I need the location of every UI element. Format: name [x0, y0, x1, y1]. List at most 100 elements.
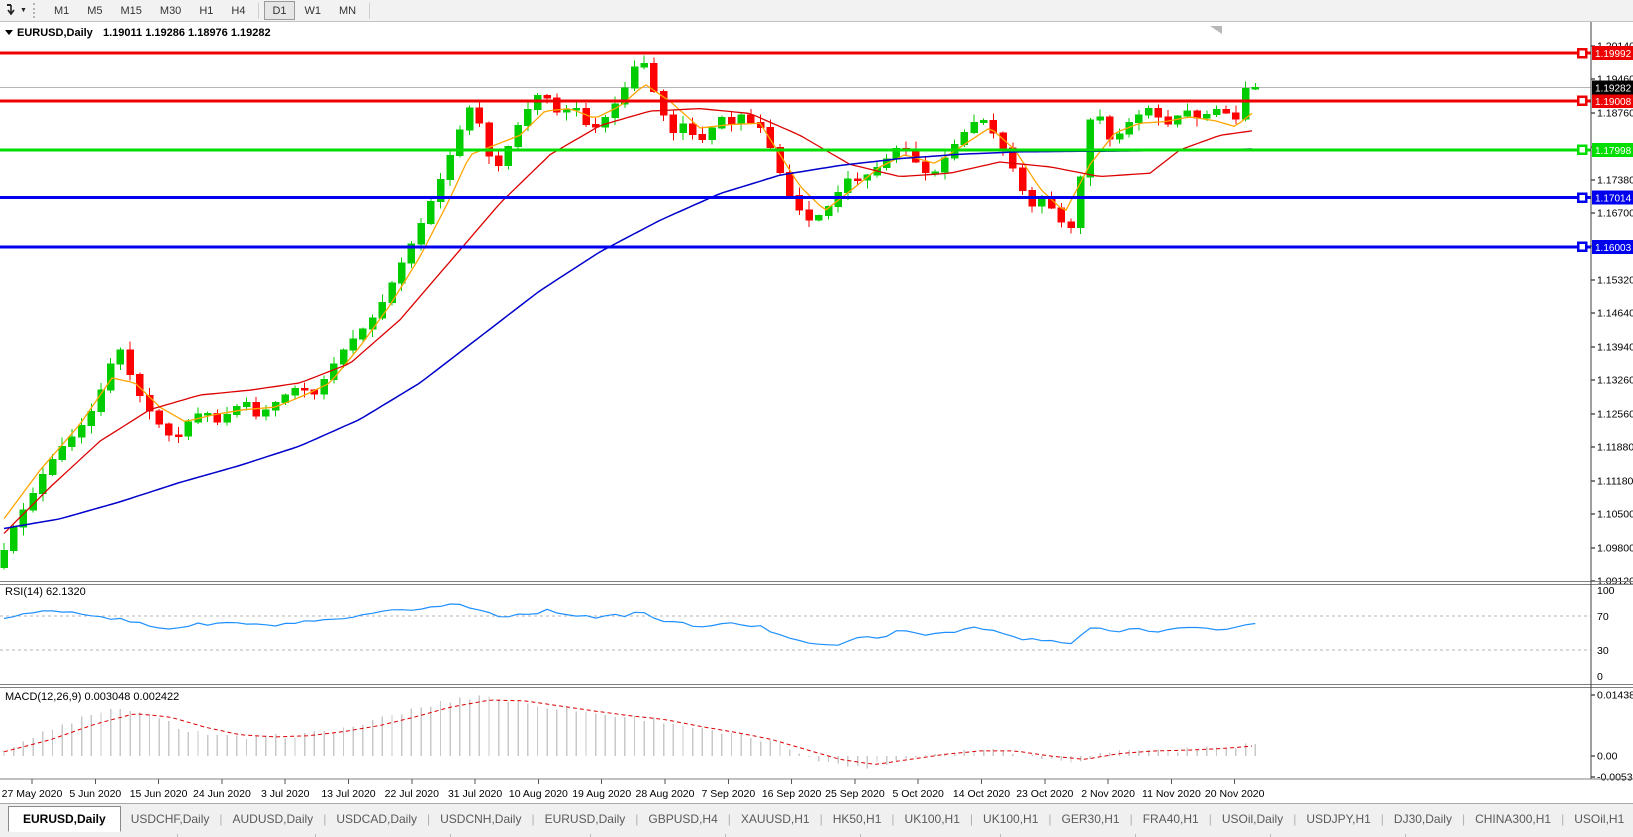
candle[interactable] — [126, 341, 134, 381]
candle[interactable] — [1144, 105, 1153, 119]
candle[interactable] — [621, 81, 629, 109]
candle[interactable] — [465, 105, 474, 135]
chart-tab-usoil-h1[interactable]: USOil,H1 — [1574, 812, 1625, 826]
timeframe-button-h1[interactable]: H1 — [199, 4, 214, 17]
candle[interactable] — [708, 127, 716, 145]
level-anchor[interactable] — [1576, 47, 1588, 59]
timeframe-button-m15[interactable]: M15 — [120, 4, 142, 17]
candle[interactable] — [1018, 163, 1027, 196]
chart-tab-usdchf-daily[interactable]: USDCHF,Daily — [130, 812, 210, 826]
candle[interactable] — [1212, 105, 1221, 117]
candle[interactable] — [349, 330, 357, 354]
toolbar-grip[interactable] — [32, 3, 40, 18]
chart-cursor-caret-icon[interactable]: ▼ — [20, 6, 27, 14]
candle[interactable] — [97, 383, 105, 416]
candle[interactable] — [339, 348, 348, 368]
chart-tab-usdcnh-daily[interactable]: USDCNH,Daily — [440, 812, 522, 826]
candle[interactable] — [494, 151, 503, 172]
candle[interactable] — [805, 201, 813, 227]
candle[interactable] — [242, 397, 251, 411]
collapse-indicator-icon[interactable] — [5, 30, 13, 35]
candle[interactable] — [475, 102, 484, 127]
chart-tab-ger30-h1[interactable]: GER30,H1 — [1061, 812, 1120, 826]
timeframe-button-h4[interactable]: H4 — [231, 4, 246, 17]
candle[interactable] — [485, 121, 493, 165]
candle[interactable] — [39, 467, 47, 502]
candle[interactable] — [718, 115, 726, 130]
candle[interactable] — [815, 214, 823, 222]
candle[interactable] — [19, 502, 28, 536]
candle[interactable] — [1096, 109, 1104, 125]
timeframe-button-m1[interactable]: M1 — [53, 4, 70, 17]
level-anchor[interactable] — [1576, 95, 1588, 107]
timeframe-button-d1[interactable]: D1 — [264, 1, 295, 20]
candle[interactable] — [106, 357, 115, 394]
chart-tab-dj30-daily[interactable]: DJ30,Daily — [1393, 812, 1452, 826]
candle[interactable] — [853, 172, 862, 185]
chart-tab-eurusd-daily[interactable]: EURUSD,Daily — [8, 806, 121, 832]
candle[interactable] — [630, 60, 639, 91]
candle[interactable] — [446, 149, 454, 186]
candle[interactable] — [359, 327, 367, 343]
candle[interactable] — [650, 57, 658, 94]
chart-tab-fra40-h1[interactable]: FRA40,H1 — [1142, 812, 1199, 826]
candle[interactable] — [58, 437, 66, 463]
candle[interactable] — [1222, 105, 1230, 115]
candle[interactable] — [9, 525, 18, 554]
candle[interactable] — [184, 419, 193, 440]
candle[interactable] — [766, 119, 775, 149]
candle[interactable] — [174, 426, 183, 443]
chart-tab-audusd-daily[interactable]: AUDUSD,Daily — [232, 812, 314, 826]
chart-tab-eurusd-daily[interactable]: EURUSD,Daily — [544, 812, 626, 826]
chart-cursor-icon[interactable] — [4, 3, 20, 19]
timeframe-button-w1[interactable]: W1 — [304, 4, 322, 17]
candle[interactable] — [553, 93, 561, 116]
chart-tab-uk100-h1[interactable]: UK100,H1 — [983, 812, 1039, 826]
candle[interactable] — [1232, 105, 1240, 124]
chart-tab-usdcad-daily[interactable]: USDCAD,Daily — [336, 812, 417, 826]
candle[interactable] — [320, 375, 328, 400]
level-anchor[interactable] — [1576, 144, 1588, 156]
candle[interactable] — [931, 169, 939, 177]
candle[interactable] — [427, 196, 435, 226]
candle[interactable] — [640, 55, 648, 70]
candle[interactable] — [970, 114, 978, 134]
candle[interactable] — [747, 108, 755, 124]
price-chart[interactable]: 1.201401.194601.187601.180601.173801.167… — [0, 0, 1633, 803]
candle[interactable] — [0, 543, 8, 570]
chart-background[interactable] — [0, 21, 1633, 803]
candle[interactable] — [1135, 109, 1143, 131]
candle[interactable] — [679, 116, 687, 141]
chart-tab-xauusd-h1[interactable]: XAUUSD,H1 — [740, 812, 810, 826]
candle[interactable] — [1067, 218, 1075, 234]
timeframe-button-m30[interactable]: M30 — [159, 4, 182, 17]
candle[interactable] — [989, 113, 998, 139]
candle[interactable] — [795, 187, 804, 215]
candle[interactable] — [533, 93, 542, 115]
chart-tab-china300-h1[interactable]: CHINA300,H1 — [1475, 812, 1552, 826]
candle[interactable] — [524, 101, 532, 132]
candle[interactable] — [155, 408, 163, 428]
candle[interactable] — [659, 89, 668, 122]
candle[interactable] — [116, 347, 125, 370]
candle[interactable] — [1076, 175, 1085, 234]
chart-tab-usoil-daily[interactable]: USOil,Daily — [1221, 812, 1284, 826]
timeframe-button-mn[interactable]: MN — [339, 4, 357, 17]
level-anchor[interactable] — [1576, 192, 1588, 203]
chart-tab-usdjpy-h1[interactable]: USDJPY,H1 — [1306, 812, 1371, 826]
candle[interactable] — [48, 454, 57, 476]
candle[interactable] — [68, 428, 76, 452]
candle[interactable] — [145, 388, 154, 420]
candle[interactable] — [1183, 103, 1192, 118]
candle[interactable] — [669, 109, 678, 141]
chart-tab-hk50-h1[interactable]: HK50,H1 — [832, 812, 882, 826]
candle[interactable] — [417, 218, 425, 251]
chart-tab-uk100-h1[interactable]: UK100,H1 — [904, 812, 960, 826]
candle[interactable] — [165, 422, 173, 442]
candle[interactable] — [1251, 83, 1260, 90]
candle[interactable] — [223, 406, 231, 426]
candle[interactable] — [698, 126, 707, 143]
candle[interactable] — [456, 125, 464, 158]
candle[interactable] — [436, 172, 445, 209]
timeframe-button-m5[interactable]: M5 — [87, 4, 103, 17]
